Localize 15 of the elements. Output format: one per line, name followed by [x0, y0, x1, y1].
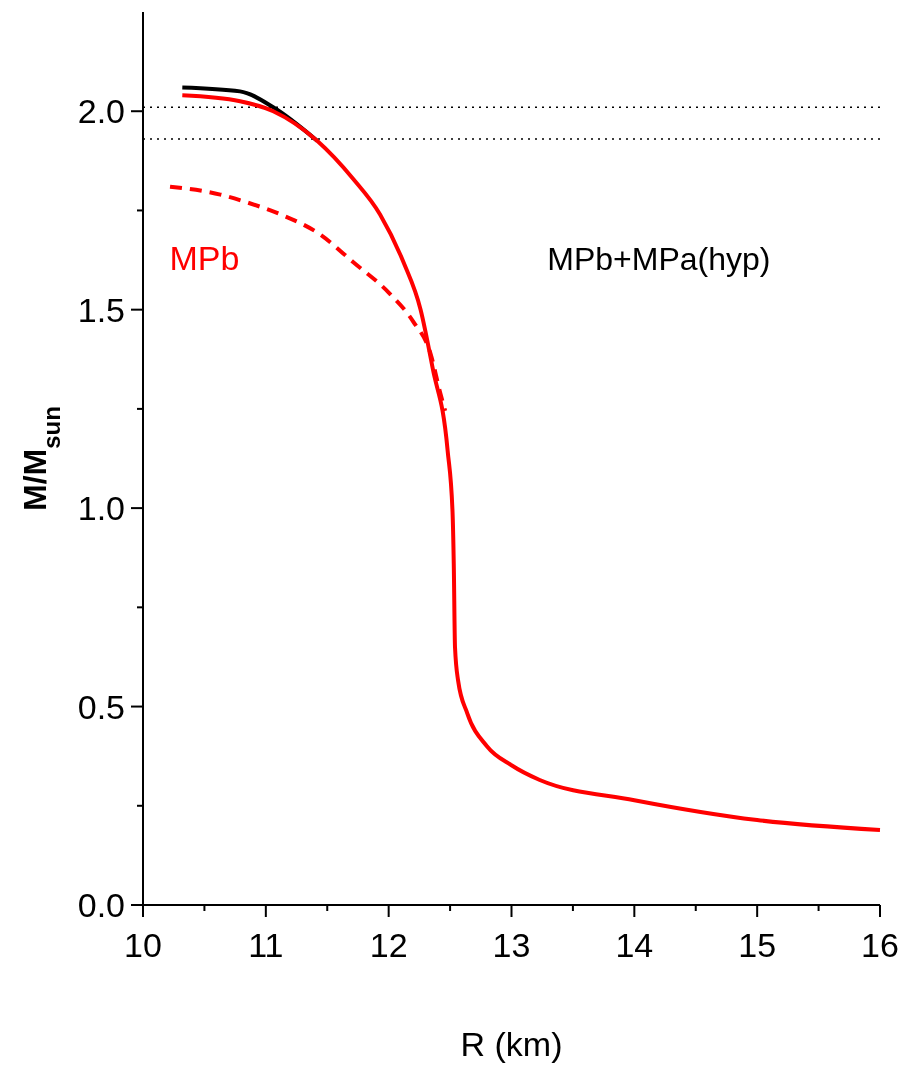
annotation: MPb+MPa(hyp) — [547, 240, 771, 277]
y-tick-label: 0.5 — [77, 687, 125, 726]
x-tick-label: 13 — [492, 926, 531, 964]
x-tick-label: 15 — [738, 926, 777, 964]
x-tick-label: 10 — [124, 926, 162, 964]
x-tick-label: 16 — [861, 926, 899, 964]
series-label: MPb — [169, 238, 240, 277]
y-tick-label: 0.0 — [77, 886, 125, 924]
y-tick-label: 1.0 — [77, 489, 125, 528]
x-tick-label: 12 — [369, 926, 408, 964]
x-tick-label: 11 — [248, 926, 284, 964]
x-axis-title: R (km) — [460, 1025, 563, 1063]
y-tick-label: 1.5 — [77, 290, 125, 329]
x-tick-label: 14 — [615, 926, 654, 964]
y-tick-label: 2.0 — [77, 92, 125, 131]
